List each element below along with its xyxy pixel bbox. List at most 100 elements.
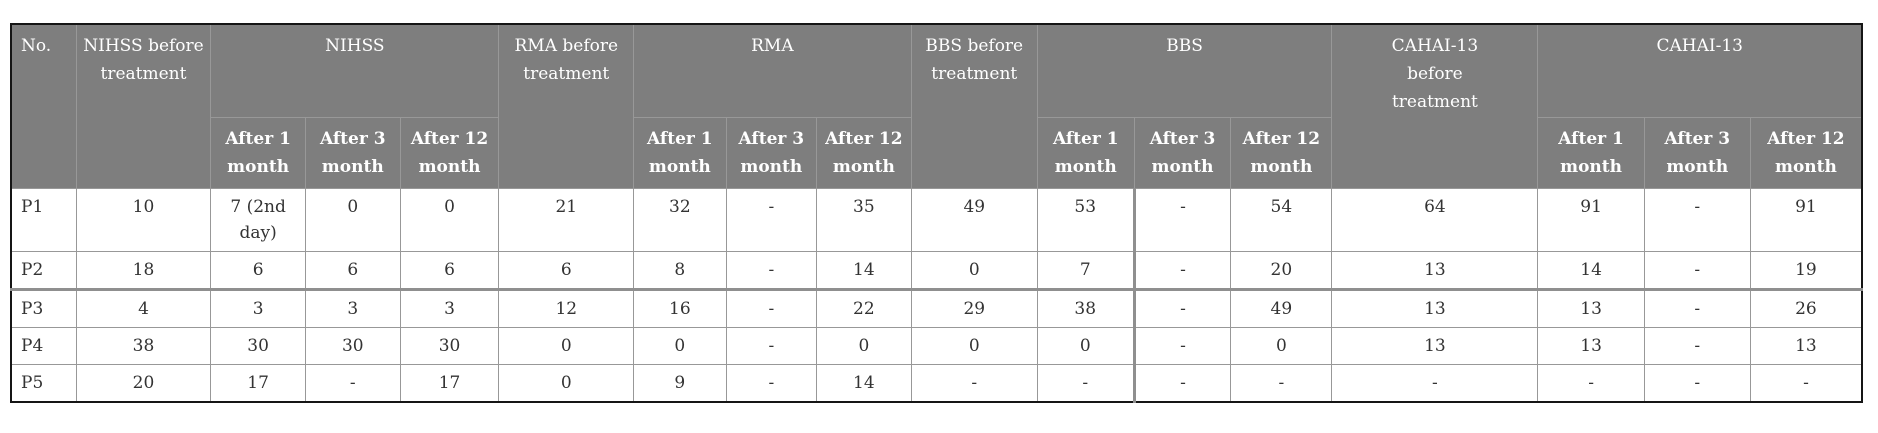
table-cell: 0 [498, 363, 635, 402]
table-cell: - [1643, 187, 1751, 252]
header-nihss-after-1: After 1 month [210, 116, 306, 189]
header-bbs-after-3: After 3 month [1133, 116, 1232, 189]
table-cell: 3 [304, 287, 401, 328]
row-label: P3 [10, 287, 77, 328]
header-bbs-before: BBS before treatment [910, 23, 1038, 189]
table-cell: 3 [210, 287, 306, 328]
table-cell: 91 [1537, 187, 1645, 252]
table-cell: - [1132, 187, 1232, 252]
table-cell: 64 [1331, 187, 1539, 252]
header-cahai13-after-12: After 12 month [1749, 116, 1863, 189]
table-cell: 0 [633, 326, 727, 365]
table-cell: 0 [304, 187, 401, 252]
table-cell: - [1643, 326, 1751, 365]
table-cell: 54 [1230, 187, 1333, 252]
page-body: No. NIHSS before treatment NIHSS RMA bef… [10, 23, 1863, 403]
table-cell: 53 [1036, 187, 1135, 252]
row-label: P2 [10, 250, 77, 290]
table-row: P1 10 7 (2nd day) 0 0 21 32-35 49 53-54 64 91-91 [10, 187, 1863, 252]
table-cell: 29 [910, 287, 1038, 328]
table-cell: 19 [1749, 250, 1863, 290]
table-cell: 6 [498, 250, 635, 290]
table-cell: 17 [399, 363, 500, 402]
table-cell: - [725, 326, 818, 365]
header-rma-after-12: After 12 month [816, 116, 912, 189]
header-rma-after-3: After 3 month [725, 116, 818, 189]
header-cahai13-before: CAHAI-13 before treatment [1331, 23, 1539, 189]
table-cell: 91 [1749, 187, 1863, 252]
table-cell: 38 [75, 326, 212, 365]
header-nihss-group: NIHSS [210, 23, 500, 118]
table-cell: - [725, 287, 818, 328]
table-cell: - [1643, 287, 1751, 328]
table-cell: - [1132, 363, 1232, 402]
table-cell: - [1132, 250, 1232, 290]
table-cell: 38 [1036, 287, 1135, 328]
table-cell: 20 [75, 363, 212, 402]
table-cell: 0 [816, 326, 912, 365]
header-rma-after-1: After 1 month [633, 116, 727, 189]
table-cell: - [1036, 363, 1135, 402]
table-cell: 0 [1036, 326, 1135, 365]
outcomes-table: No. NIHSS before treatment NIHSS RMA bef… [10, 23, 1863, 403]
table-cell: 13 [1331, 250, 1539, 290]
table-cell: 18 [75, 250, 212, 290]
header-rma-before: RMA before treatment [498, 23, 635, 189]
table-cell: 0 [1230, 326, 1333, 365]
table-cell: - [1230, 363, 1333, 402]
table-cell: 0 [910, 326, 1038, 365]
header-nihss-after-12: After 12 month [399, 116, 500, 189]
header-nihss-after-3: After 3 month [304, 116, 401, 189]
header-rma-group: RMA [633, 23, 912, 118]
table-cell: 16 [633, 287, 727, 328]
table-cell: 21 [498, 187, 635, 252]
table-cell: - [304, 363, 401, 402]
table-cell: - [1749, 363, 1863, 402]
table-cell: 30 [304, 326, 401, 365]
header-bbs-after-1: After 1 month [1036, 116, 1135, 189]
table-cell: - [1132, 326, 1232, 365]
header-row-groups: No. NIHSS before treatment NIHSS RMA bef… [10, 23, 1863, 189]
table-cell: - [725, 187, 818, 252]
header-bbs-after-12: After 12 month [1230, 116, 1333, 189]
header-row-months: After 1 month After 3 month After 12 mon… [11, 116, 1863, 189]
table-cell: - [725, 250, 818, 290]
table-cell: 7 (2nd day) [210, 187, 306, 252]
table-cell: - [1643, 250, 1751, 290]
table-cell: 3 [399, 287, 500, 328]
table-cell: 13 [1331, 287, 1539, 328]
table-cell: 14 [1537, 250, 1645, 290]
row-label: P1 [10, 187, 77, 252]
table-cell: - [1537, 363, 1645, 402]
table-cell: 26 [1749, 287, 1863, 328]
table-cell: 8 [633, 250, 727, 290]
table-body: P1 10 7 (2nd day) 0 0 21 32-35 49 53-54 64 91-91 P2… [10, 187, 1863, 402]
table-cell: 7 [1036, 250, 1135, 290]
table-row: P3 4 3 3 3 12 16-22 29 38-49 13 13-26 [10, 287, 1863, 328]
table-cell: - [1331, 363, 1539, 402]
table-cell: 0 [399, 187, 500, 252]
table-cell: 6 [399, 250, 500, 290]
table-cell: 14 [816, 250, 912, 290]
header-cahai13-after-3: After 3 month [1643, 116, 1751, 189]
table-cell: 22 [816, 287, 912, 328]
table-cell: 13 [1537, 326, 1645, 365]
table-cell: 14 [816, 363, 912, 402]
table-cell: 12 [498, 287, 635, 328]
table-cell: 30 [399, 326, 500, 365]
table-cell: 0 [498, 326, 635, 365]
table-cell: 6 [304, 250, 401, 290]
table-cell: 32 [633, 187, 727, 252]
header-no: No. [10, 23, 77, 189]
row-label: P5 [10, 363, 77, 402]
table-cell: 13 [1749, 326, 1863, 365]
table-row: P2 18 6 6 6 6 8-14 0 7-20 13 14-19 [10, 250, 1863, 290]
table-cell: 10 [75, 187, 212, 252]
table-cell: 49 [910, 187, 1038, 252]
table-cell: - [1132, 287, 1232, 328]
table-cell: 6 [210, 250, 306, 290]
row-label: P4 [10, 326, 77, 365]
table-cell: 17 [210, 363, 306, 402]
table-header: No. NIHSS before treatment NIHSS RMA bef… [10, 23, 1863, 189]
table-cell: 13 [1331, 326, 1539, 365]
